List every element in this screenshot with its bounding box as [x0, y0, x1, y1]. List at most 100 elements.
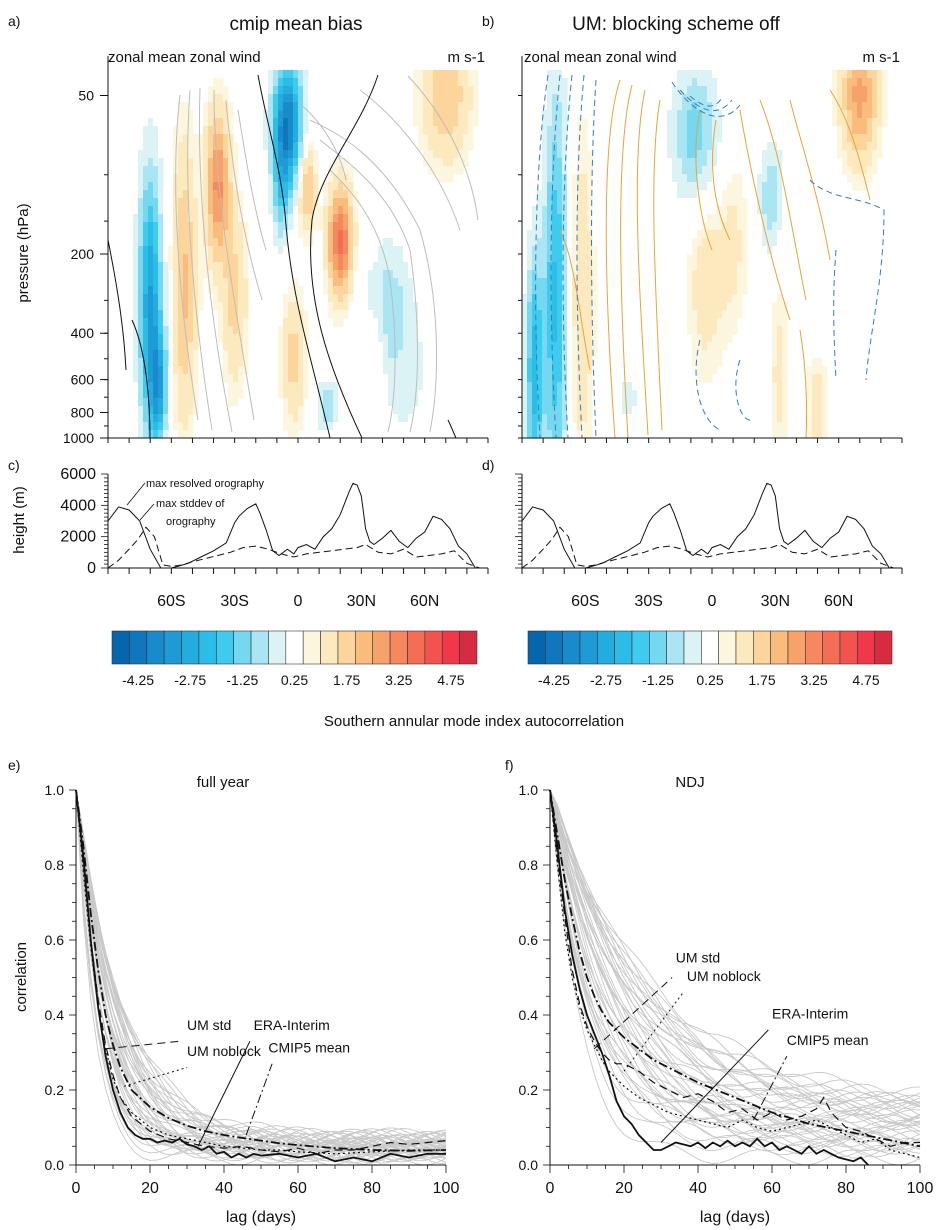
panel-b-cell [867, 86, 873, 95]
panel-a-cell [423, 414, 429, 423]
panel-b-cell [687, 302, 693, 311]
panel-a-cell [143, 110, 149, 119]
panel-b-cell [687, 118, 693, 127]
colorbar-right-swatch [770, 630, 789, 665]
panel-a-cell [138, 358, 144, 367]
panel-b-cell [737, 222, 743, 231]
panel-b-cell [532, 246, 538, 255]
panel-b-cell [697, 142, 703, 151]
panel-a-cell [308, 94, 314, 103]
panel-b-cell [567, 238, 573, 247]
panel-a-cell [153, 198, 159, 207]
panel-b-cell [697, 126, 703, 135]
panel-e-xtick-label: 60 [289, 1180, 307, 1197]
panel-b-cell [547, 126, 553, 135]
panel-b-cell [672, 134, 678, 143]
panel-b-cell [582, 174, 588, 183]
panel-b-cell [527, 278, 533, 287]
panel-b-cell [592, 270, 598, 279]
panel-a-cell [288, 318, 294, 327]
panel-a-cell [423, 70, 429, 79]
panel-b-contour-orange [712, 119, 731, 241]
panel-a-cell [288, 198, 294, 207]
panel-a-cell [423, 374, 429, 383]
panel-a-cell [333, 214, 339, 223]
panel-a-cell [223, 198, 229, 207]
panel-b-cell [842, 86, 848, 95]
panel-b-cell [782, 158, 788, 167]
panel-a-cell [348, 270, 354, 279]
panel-b-cell [617, 406, 623, 415]
panel-a-cell [153, 406, 159, 415]
panel-a-cell [173, 334, 179, 343]
panel-a-cell [313, 382, 319, 391]
panel-b-cell [552, 214, 558, 223]
panel-b-cell [527, 358, 533, 367]
panel-b-cell [692, 350, 698, 359]
panel-a-cell [413, 382, 419, 391]
panel-f-ensemble-member [549, 789, 921, 1128]
panel-a-cell [273, 158, 279, 167]
panel-a-cell [293, 422, 299, 431]
panel-b-cell [582, 422, 588, 431]
panel-e-ensemble-member [75, 789, 447, 1148]
panel-b-cell [587, 246, 593, 255]
panel-a-cell [153, 142, 159, 151]
panel-b-contour-orange [636, 89, 649, 436]
panel-a-cell [143, 230, 149, 239]
panel-b-cell [692, 262, 698, 271]
panel-b-contour-orange [653, 99, 663, 431]
panel-b-cell [737, 230, 743, 239]
panel-a-cell [158, 350, 164, 359]
panel-b-cell [547, 214, 553, 223]
panel-a-cell [428, 158, 434, 167]
panel-a-cell [233, 174, 239, 183]
panel-a-cell [333, 238, 339, 247]
panel-b-cell [722, 270, 728, 279]
panel-a-cell [288, 110, 294, 119]
panel-a-cell [338, 278, 344, 287]
panel-a-cell [133, 358, 139, 367]
colorbar-right-tick-label: -1.25 [642, 672, 674, 688]
panel-b-cell [582, 358, 588, 367]
panel-a-cell [143, 278, 149, 287]
panel-a-cell [438, 142, 444, 151]
panel-b-cell [557, 182, 563, 191]
panel-a-cell [338, 294, 344, 303]
panel-b-contour-blue [809, 179, 885, 381]
panel-b-cell [557, 198, 563, 207]
panel-a-cell [293, 150, 299, 159]
panel-b-cell [542, 374, 548, 383]
panel-b-cell [552, 366, 558, 375]
panel-b-cell [702, 294, 708, 303]
panel-b-cell [847, 134, 853, 143]
panel-b-cell [527, 222, 533, 231]
panel-b-cell [852, 110, 858, 119]
panel-b-cell [637, 390, 643, 399]
panel-a-cell [143, 406, 149, 415]
panel-a-cell [278, 334, 284, 343]
panel-a-cell [293, 382, 299, 391]
panel-b-cell [532, 278, 538, 287]
panel-a-cell [458, 158, 464, 167]
panel-a-cell [298, 206, 304, 215]
panel-b-cell [732, 230, 738, 239]
panel-b-cell [587, 430, 593, 439]
panel-b-cell [697, 270, 703, 279]
panel-f-xtick-label: 40 [689, 1180, 707, 1197]
panel-b-cell [542, 214, 548, 223]
panel-b-cell [562, 102, 568, 111]
panel-b-cell [857, 166, 863, 175]
panel-a-cell [453, 110, 459, 119]
panel-b-cell [577, 342, 583, 351]
panel-a-cell [313, 390, 319, 399]
panel-b-cell [587, 326, 593, 335]
panel-a-cell [328, 222, 334, 231]
panel-a-cell [298, 118, 304, 127]
panel-a-cell [463, 94, 469, 103]
panel-a-cell [403, 398, 409, 407]
panel-b-cell [682, 206, 688, 215]
panel-a-cell [298, 94, 304, 103]
colorbar-right-swatch [874, 630, 893, 665]
